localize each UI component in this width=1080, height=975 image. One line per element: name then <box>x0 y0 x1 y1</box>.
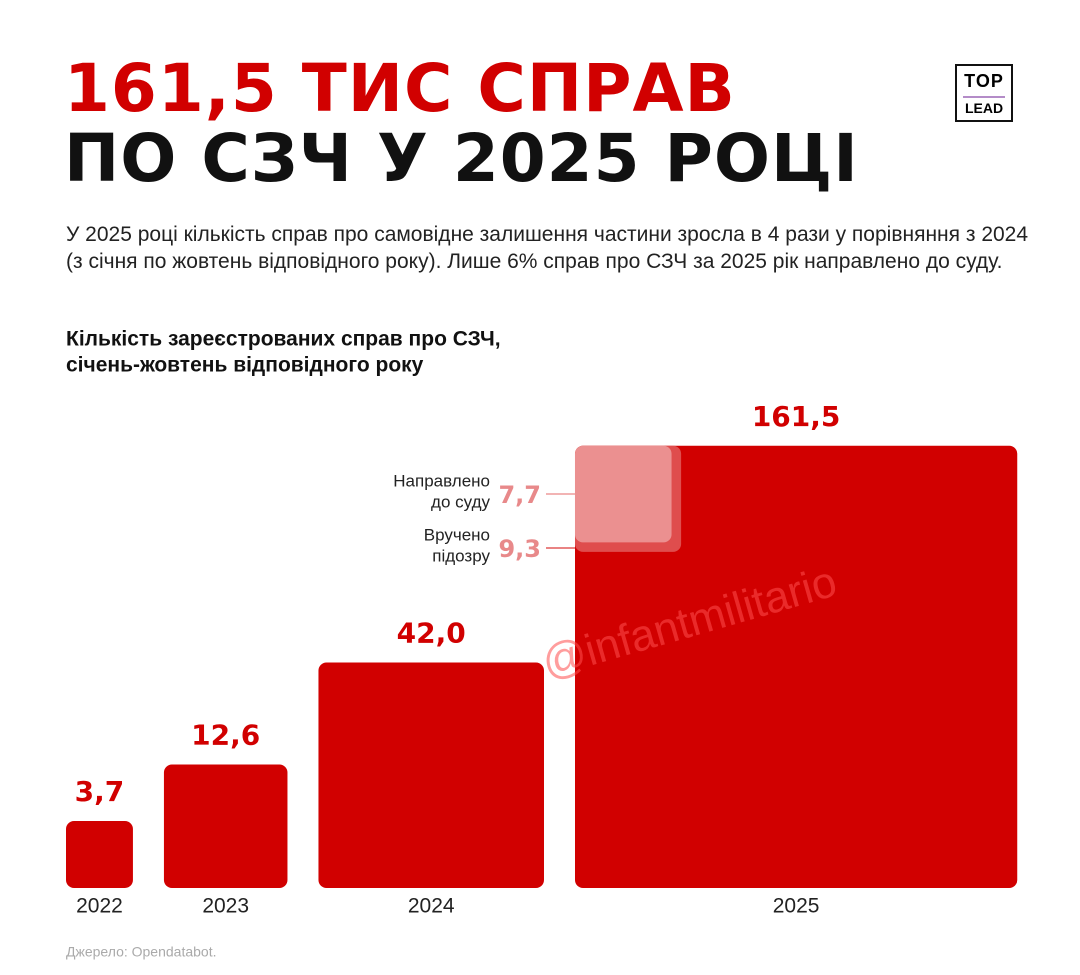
title-line: ПО СЗЧ У 2025 РОЦІ <box>64 120 859 197</box>
inset-square <box>574 445 672 543</box>
logo-top: TOP <box>964 71 1004 91</box>
logo: TOP LEAD <box>955 64 1013 122</box>
logo-bottom: LEAD <box>963 96 1005 116</box>
description: У 2025 році кількість справ про самовідн… <box>66 223 1029 273</box>
source: Джерело: Opendatabot. <box>66 944 216 960</box>
inset-label: підозру <box>432 546 490 565</box>
inset-label: до суду <box>431 492 490 511</box>
value-label: 3,7 <box>75 775 125 808</box>
x-tick-label: 2024 <box>408 895 455 918</box>
square <box>574 445 1018 888</box>
value-label: 42,0 <box>397 616 466 649</box>
x-tick-label: 2022 <box>76 895 123 918</box>
inset-label: Направлено <box>393 471 490 490</box>
chart-title: Кількість зареєстрованих справ про СЗЧ, <box>66 328 501 351</box>
inset-value-label: 9,3 <box>498 535 541 563</box>
value-label: 161,5 <box>752 400 841 433</box>
x-tick-label: 2025 <box>773 895 820 918</box>
value-label: 12,6 <box>191 718 260 751</box>
inset-value-label: 7,7 <box>498 481 541 509</box>
title-line: 161,5 ТИС СПРАВ <box>64 50 736 127</box>
chart-title: січень-жовтень відповідного року <box>66 354 424 377</box>
square <box>66 821 133 888</box>
square <box>318 662 544 888</box>
x-tick-label: 2023 <box>202 895 249 918</box>
inset-label: Вручено <box>424 525 490 544</box>
square <box>163 764 288 888</box>
